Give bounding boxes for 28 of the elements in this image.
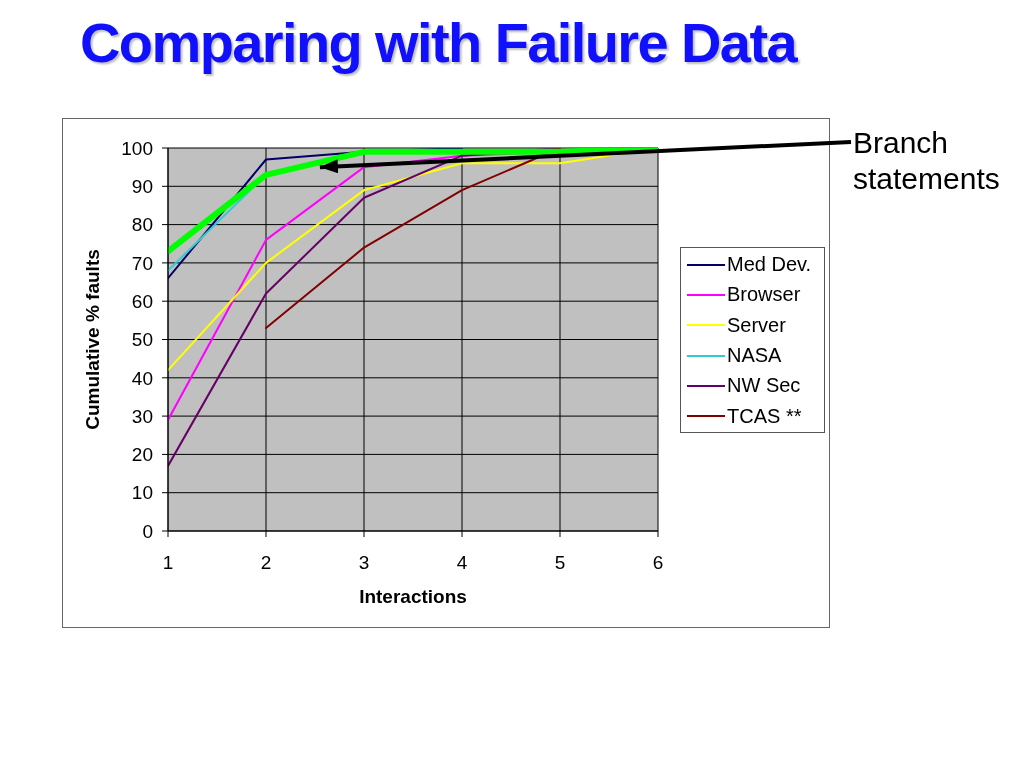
y-tick-label: 20 [131,444,153,466]
legend-label: Server [727,313,786,337]
legend-label: NASA [727,344,782,368]
legend-label: Med Dev. [727,253,812,277]
y-tick-label: 60 [131,290,153,312]
chart-title: Comparing with Failure Data [80,11,796,74]
x-tick-label: 6 [652,552,664,574]
y-tick-label: 0 [142,520,153,542]
x-tick-label: 5 [554,552,566,574]
y-tick-label: 90 [131,176,153,198]
y-tick-label: 30 [131,405,153,427]
x-tick-label: 4 [456,552,468,574]
y-tick-label: 70 [131,252,153,274]
y-tick-label: 80 [131,214,153,236]
legend-label: TCAS ** [727,404,802,428]
line-series [265,148,561,330]
legend-label: NW Sec [727,374,801,398]
y-tick-label: 10 [131,482,153,504]
x-tick-label: 3 [358,552,370,574]
y-axis-title: Cumulative % faults [81,249,103,430]
x-tick-label: 1 [162,552,174,574]
y-tick-label: 40 [131,367,153,389]
legend-label: Browser [727,283,801,307]
x-tick-label: 2 [260,552,272,574]
y-tick-label: 100 [121,137,153,159]
x-axis-title: Interactions [359,586,467,607]
annotation: Branch statements [853,125,1001,197]
y-tick-label: 50 [131,329,153,351]
